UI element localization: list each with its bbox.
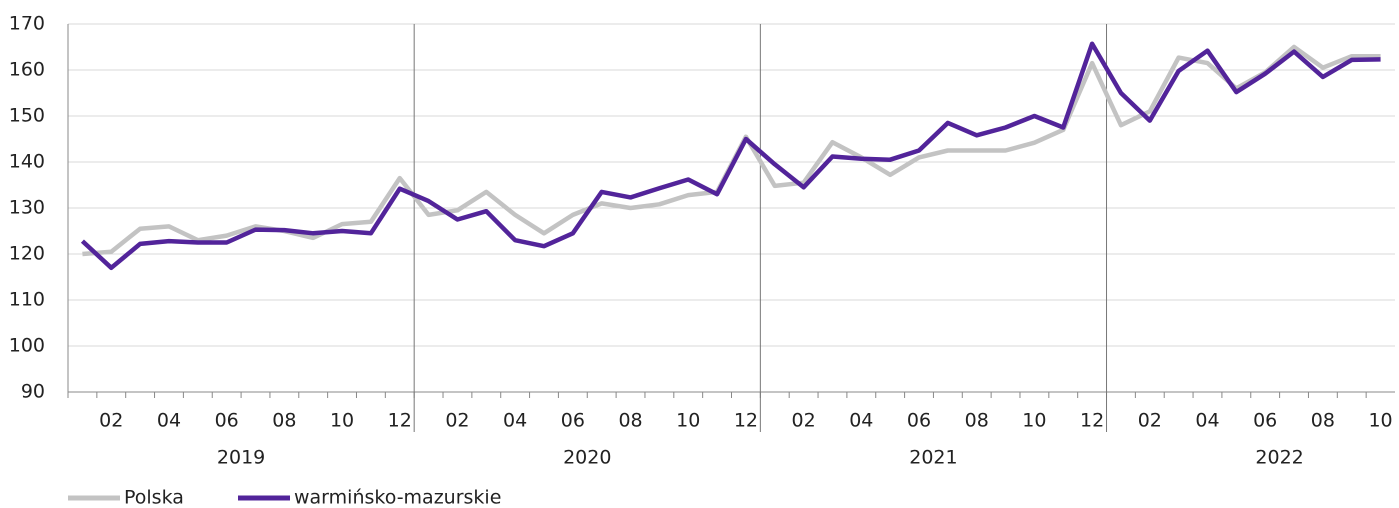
x-tick-label: 02 (792, 410, 816, 432)
x-tick-label: 08 (965, 410, 989, 432)
x-tick-label: 06 (215, 410, 239, 432)
y-tick-label: 130 (9, 197, 45, 219)
x-tick-label: 06 (907, 410, 931, 432)
x-tick-label: 02 (1138, 410, 1162, 432)
x-tick-label: 02 (99, 410, 123, 432)
x-tick-label: 10 (1022, 410, 1046, 432)
series-line (80, 41, 1381, 271)
y-tick-label: 100 (9, 335, 45, 357)
x-tick-label: 04 (1195, 410, 1219, 432)
x-tick-label: 12 (1080, 410, 1104, 432)
legend-label: warmińsko-mazurskie (294, 487, 501, 508)
year-label: 2022 (1255, 447, 1303, 469)
y-tick-label: 150 (9, 105, 45, 127)
x-tick-label: 08 (618, 410, 642, 432)
y-tick-label: 110 (9, 289, 45, 311)
year-label: 2021 (909, 447, 957, 469)
x-tick-label: 12 (388, 410, 412, 432)
y-tick-label: 160 (9, 59, 45, 81)
x-tick-label: 04 (157, 410, 181, 432)
x-tick-label: 06 (561, 410, 585, 432)
x-tick-label: 08 (1311, 410, 1335, 432)
x-tick-label: 12 (734, 410, 758, 432)
x-tick-label: 02 (445, 410, 469, 432)
y-tick-label: 90 (21, 381, 45, 403)
x-tick-label: 06 (1253, 410, 1277, 432)
x-tick-label: 10 (676, 410, 700, 432)
y-tick-label: 140 (9, 151, 45, 173)
y-tick-label: 170 (9, 13, 45, 35)
x-tick-label: 04 (503, 410, 527, 432)
x-tick-label: 08 (272, 410, 296, 432)
series-line (82, 44, 1381, 257)
x-tick-label: 10 (1368, 410, 1392, 432)
year-label: 2020 (563, 447, 611, 469)
year-label: 2019 (217, 447, 265, 469)
legend-label: Polska (124, 487, 184, 508)
x-tick-label: 04 (849, 410, 873, 432)
y-tick-label: 120 (9, 243, 45, 265)
x-tick-label: 10 (330, 410, 354, 432)
